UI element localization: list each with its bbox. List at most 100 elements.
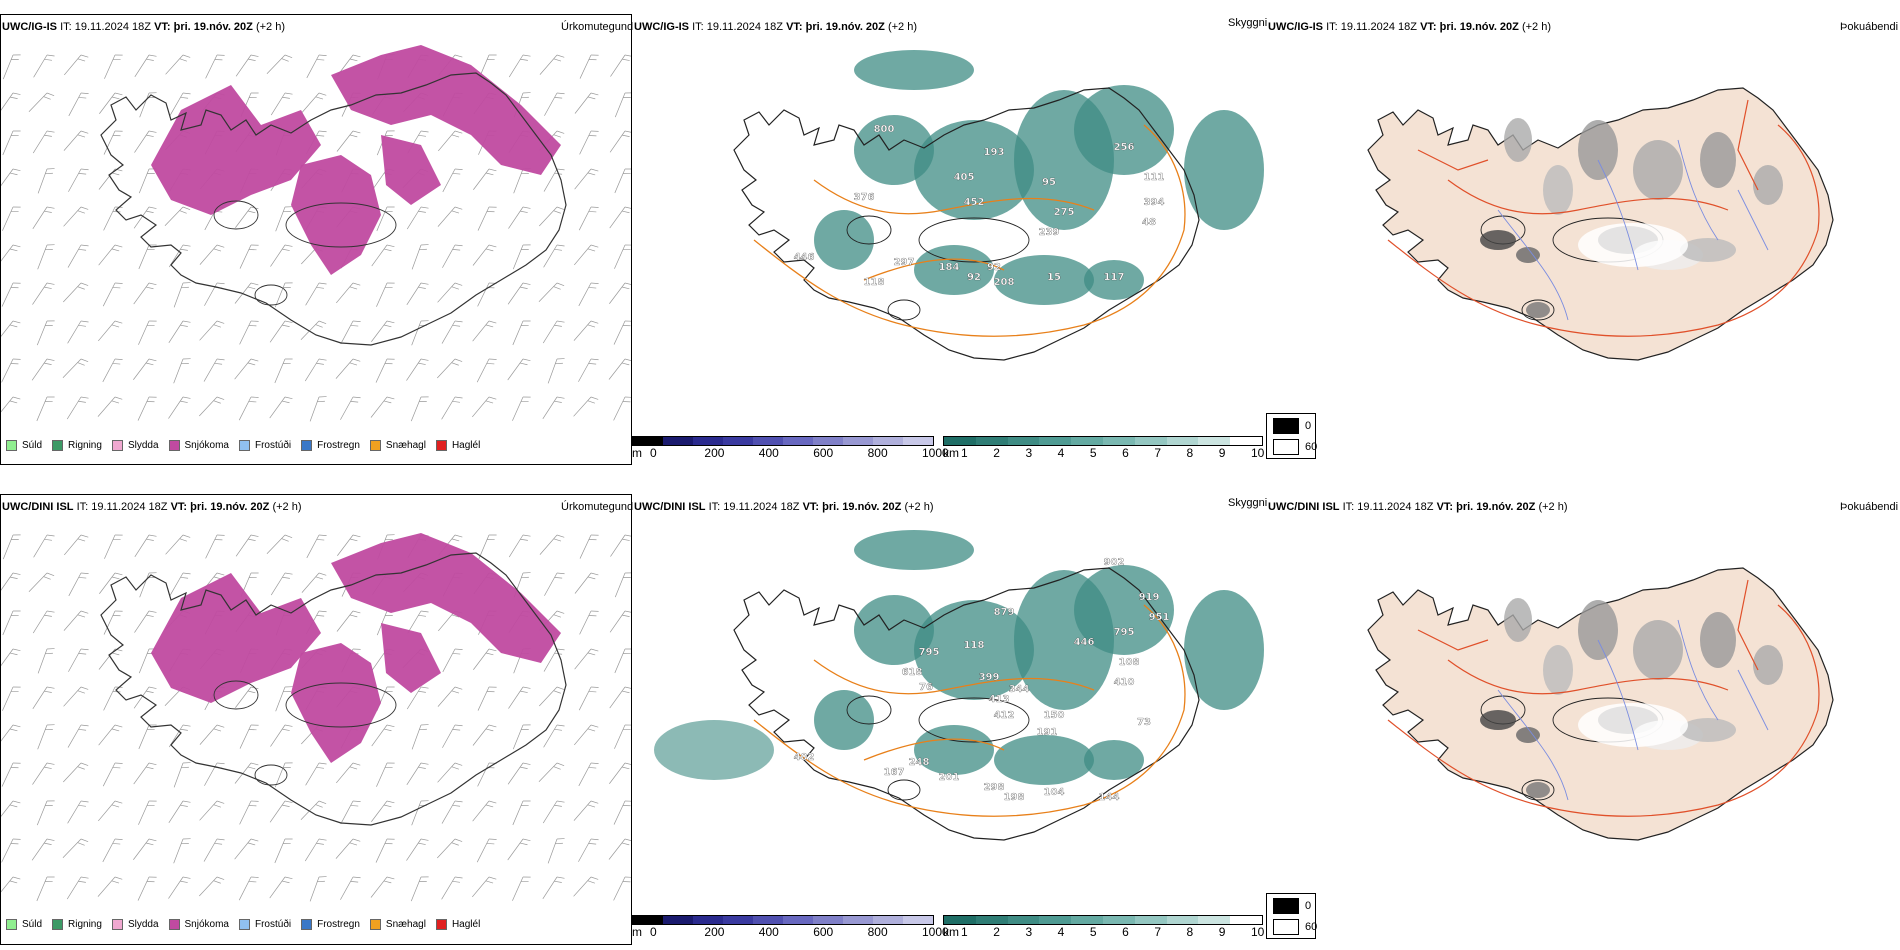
cloudbase-label: 919 bbox=[1139, 592, 1160, 603]
legend-swatch bbox=[301, 440, 313, 451]
colorbar-tick: 2 bbox=[993, 925, 1000, 939]
cloud-header-top: UWC/IG-IS IT: 19.11.2024 18Z VT: þri. 19… bbox=[634, 21, 918, 33]
legend-item-2: Slydda bbox=[111, 440, 159, 451]
colorbar-tick: 1000 bbox=[922, 446, 949, 460]
cloudbase-label: 795 bbox=[1114, 627, 1135, 638]
colorbar-tick: 800 bbox=[867, 446, 888, 460]
legend-item-2: Slydda bbox=[111, 919, 159, 930]
legend-item-6: Snæhagl bbox=[369, 440, 426, 451]
legend-item-4: Frostúði bbox=[238, 919, 292, 930]
colorbar-tick: 400 bbox=[758, 446, 779, 460]
cloudbase-label: 239 bbox=[1039, 227, 1060, 238]
model-name: UWC/IG-IS bbox=[2, 21, 57, 33]
fog-legend-swatch bbox=[1273, 418, 1299, 434]
colorbar-tick: 600 bbox=[813, 925, 834, 939]
legend-swatch bbox=[111, 440, 123, 451]
legend-label: Súld bbox=[22, 919, 43, 930]
cloudbase-label: 108 bbox=[1119, 657, 1140, 668]
fog-header-bottom: UWC/DINI ISL IT: 19.11.2024 18Z VT: þri.… bbox=[1268, 501, 1568, 513]
cloudbase-label: 191 bbox=[1037, 727, 1058, 738]
cloudbase-label: 399 bbox=[979, 672, 1000, 683]
colorbar-strip bbox=[632, 915, 934, 925]
cloudbase-label: 298 bbox=[984, 782, 1005, 793]
precip-legend-top: Súld Rigning Slydda Snjókoma Frostúði Frostre… bbox=[6, 440, 490, 451]
legend-swatch bbox=[435, 919, 447, 930]
cloud-panel-top: 800 193 405 452 376 446 297 118 184 92 208 15 117 275… bbox=[634, 30, 1266, 430]
colorbar-tick: 0 bbox=[650, 446, 657, 460]
legend-label: Frostúði bbox=[254, 919, 292, 930]
fog-legend-label: 0 bbox=[1305, 900, 1312, 912]
snow-areas bbox=[151, 533, 561, 763]
legend-swatch bbox=[111, 919, 123, 930]
cloudbase-label: 118 bbox=[964, 640, 985, 651]
colorbar-tick: 9 bbox=[1218, 925, 1226, 939]
cloudbase-label: 167 bbox=[884, 767, 905, 778]
rivers-and-roads bbox=[1387, 99, 1820, 337]
legend-label: Snjókoma bbox=[184, 919, 229, 930]
colorbar-tick: 10 bbox=[1251, 925, 1265, 939]
cloudbase-label: 405 bbox=[954, 172, 975, 183]
cloudbase-label: 344 bbox=[1009, 684, 1030, 695]
legend-label: Frostúði bbox=[254, 440, 292, 451]
cloudbase-label: 208 bbox=[994, 277, 1015, 288]
colorbar-tick: 8 bbox=[1186, 446, 1194, 460]
colorbar-tick: 200 bbox=[704, 446, 725, 460]
cloudbase-label: 118 bbox=[864, 277, 885, 288]
precip-type-panel-bottom bbox=[0, 494, 632, 945]
fog-header-top: UWC/IG-IS IT: 19.11.2024 18Z VT: þri. 19… bbox=[1268, 21, 1552, 33]
legend-item-3: Snjókoma bbox=[168, 919, 229, 930]
legend-label: Snjókoma bbox=[184, 440, 229, 451]
iceland-outline bbox=[100, 552, 567, 826]
legend-label: Frostregn bbox=[317, 919, 360, 930]
colorbar-tick: 7 bbox=[1154, 925, 1162, 939]
iceland-outline bbox=[733, 87, 1200, 361]
fog-legend-label: 0 bbox=[1305, 420, 1312, 432]
cloudbase-label: 150 bbox=[1044, 710, 1065, 721]
colorbar-tick: 200 bbox=[704, 925, 725, 939]
legend-item-7: Haglél bbox=[435, 440, 481, 451]
legend-item-5: Frostregn bbox=[301, 919, 360, 930]
legend-swatch bbox=[6, 440, 17, 451]
cloudbase-label: 201 bbox=[939, 772, 960, 783]
cloud-panel-bottom: 902 879 795 618 118 76 399 344 413 412 150 191 446 79… bbox=[634, 510, 1266, 910]
fog-map-bottom bbox=[1367, 567, 1834, 841]
fog-title-top: Þokuábendi bbox=[1840, 21, 1899, 33]
cloudbase-label: 198 bbox=[1004, 792, 1025, 803]
colorbar-tick: 4 bbox=[1057, 446, 1065, 460]
colorbar-unit: km bbox=[943, 925, 959, 939]
colorbar-unit: km bbox=[943, 446, 959, 460]
colorbar-unit: m bbox=[632, 446, 642, 460]
cloudbase-label: 275 bbox=[1054, 207, 1075, 218]
colorbar-tick: 5 bbox=[1089, 446, 1097, 460]
legend-label: Snæhagl bbox=[385, 919, 426, 930]
precip-legend-bottom: Súld Rigning Slydda Snjókoma Frostúði Frostre… bbox=[6, 919, 490, 930]
fog-index-shading bbox=[1480, 118, 1783, 318]
precip-type-panel-top bbox=[0, 14, 632, 465]
colorbar-tick: 4 bbox=[1057, 925, 1065, 939]
fog-legend-swatch bbox=[1273, 439, 1299, 455]
legend-item-4: Frostúði bbox=[238, 440, 292, 451]
legend-label: Haglél bbox=[451, 440, 481, 451]
legend-swatch bbox=[238, 440, 250, 451]
cloudbase-label: 446 bbox=[794, 252, 815, 263]
legend-swatch bbox=[369, 919, 381, 930]
legend-item-5: Frostregn bbox=[301, 440, 360, 451]
colorbar-tick: 1000 bbox=[922, 925, 949, 939]
colorbar-tick: 9 bbox=[1218, 446, 1226, 460]
cloudbase-label: 144 bbox=[1099, 792, 1120, 803]
cloud-header-bottom: UWC/DINI ISL IT: 19.11.2024 18Z VT: þri.… bbox=[634, 501, 934, 513]
precip-map-top bbox=[1, 45, 631, 422]
legend-label: Snæhagl bbox=[385, 440, 426, 451]
legend-swatch bbox=[52, 919, 64, 930]
cloudbase-label: 951 bbox=[1149, 612, 1170, 623]
legend-item-6: Snæhagl bbox=[369, 919, 426, 930]
cloudbase-label: 795 bbox=[919, 647, 940, 658]
fog-map-top bbox=[1367, 87, 1834, 361]
legend-label: Frostregn bbox=[317, 440, 360, 451]
cloudbase-label: 95 bbox=[1042, 177, 1056, 188]
rivers-and-roads bbox=[1387, 579, 1820, 817]
cloudbase-label: 413 bbox=[989, 694, 1010, 705]
legend-swatch bbox=[168, 440, 180, 451]
cloudbase-label: 104 bbox=[1044, 787, 1065, 798]
